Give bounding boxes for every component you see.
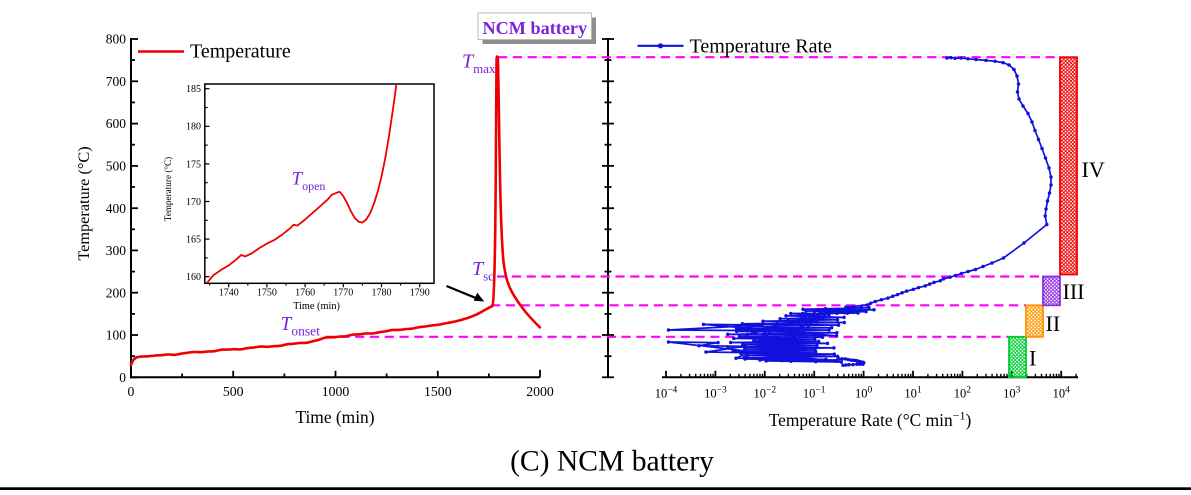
- svg-text:1760: 1760: [295, 288, 315, 299]
- svg-text:1000: 1000: [322, 384, 350, 399]
- svg-text:Time (min): Time (min): [293, 301, 340, 312]
- svg-text:Temperature (°C): Temperature (°C): [74, 146, 93, 260]
- svg-text:Temperature Rate: Temperature Rate: [690, 35, 833, 57]
- svg-text:400: 400: [106, 201, 127, 216]
- svg-text:1500: 1500: [424, 384, 452, 399]
- svg-text:Time (min): Time (min): [295, 407, 374, 427]
- svg-text:185: 185: [186, 84, 201, 95]
- svg-text:2000: 2000: [526, 384, 554, 399]
- svg-text:0: 0: [128, 384, 135, 399]
- svg-text:1780: 1780: [372, 288, 392, 299]
- svg-text:IV: IV: [1082, 157, 1105, 182]
- svg-text:180: 180: [186, 122, 201, 133]
- svg-text:170: 170: [186, 197, 201, 208]
- svg-text:(C) NCM battery: (C) NCM battery: [510, 446, 714, 478]
- svg-text:500: 500: [223, 384, 244, 399]
- svg-text:500: 500: [106, 159, 127, 174]
- svg-text:100: 100: [106, 328, 127, 343]
- svg-text:NCM battery: NCM battery: [483, 18, 588, 38]
- svg-text:165: 165: [186, 235, 201, 246]
- svg-text:I: I: [1029, 346, 1036, 371]
- svg-text:Temperature: Temperature: [190, 41, 291, 63]
- svg-text:0: 0: [119, 370, 126, 385]
- svg-text:III: III: [1063, 279, 1085, 304]
- svg-text:1740: 1740: [219, 288, 239, 299]
- svg-text:1750: 1750: [257, 288, 277, 299]
- svg-text:600: 600: [106, 116, 127, 131]
- svg-text:Temperature (°C): Temperature (°C): [163, 157, 173, 222]
- svg-text:1790: 1790: [410, 288, 430, 299]
- svg-text:200: 200: [106, 285, 127, 300]
- svg-text:800: 800: [106, 32, 127, 47]
- svg-text:700: 700: [106, 74, 127, 89]
- svg-text:1770: 1770: [333, 288, 353, 299]
- svg-text:II: II: [1046, 311, 1061, 336]
- svg-text:175: 175: [186, 159, 201, 170]
- svg-text:Temperature Rate (°C min−1): Temperature Rate (°C min−1): [769, 409, 972, 431]
- svg-text:160: 160: [186, 272, 201, 283]
- svg-text:300: 300: [106, 243, 127, 258]
